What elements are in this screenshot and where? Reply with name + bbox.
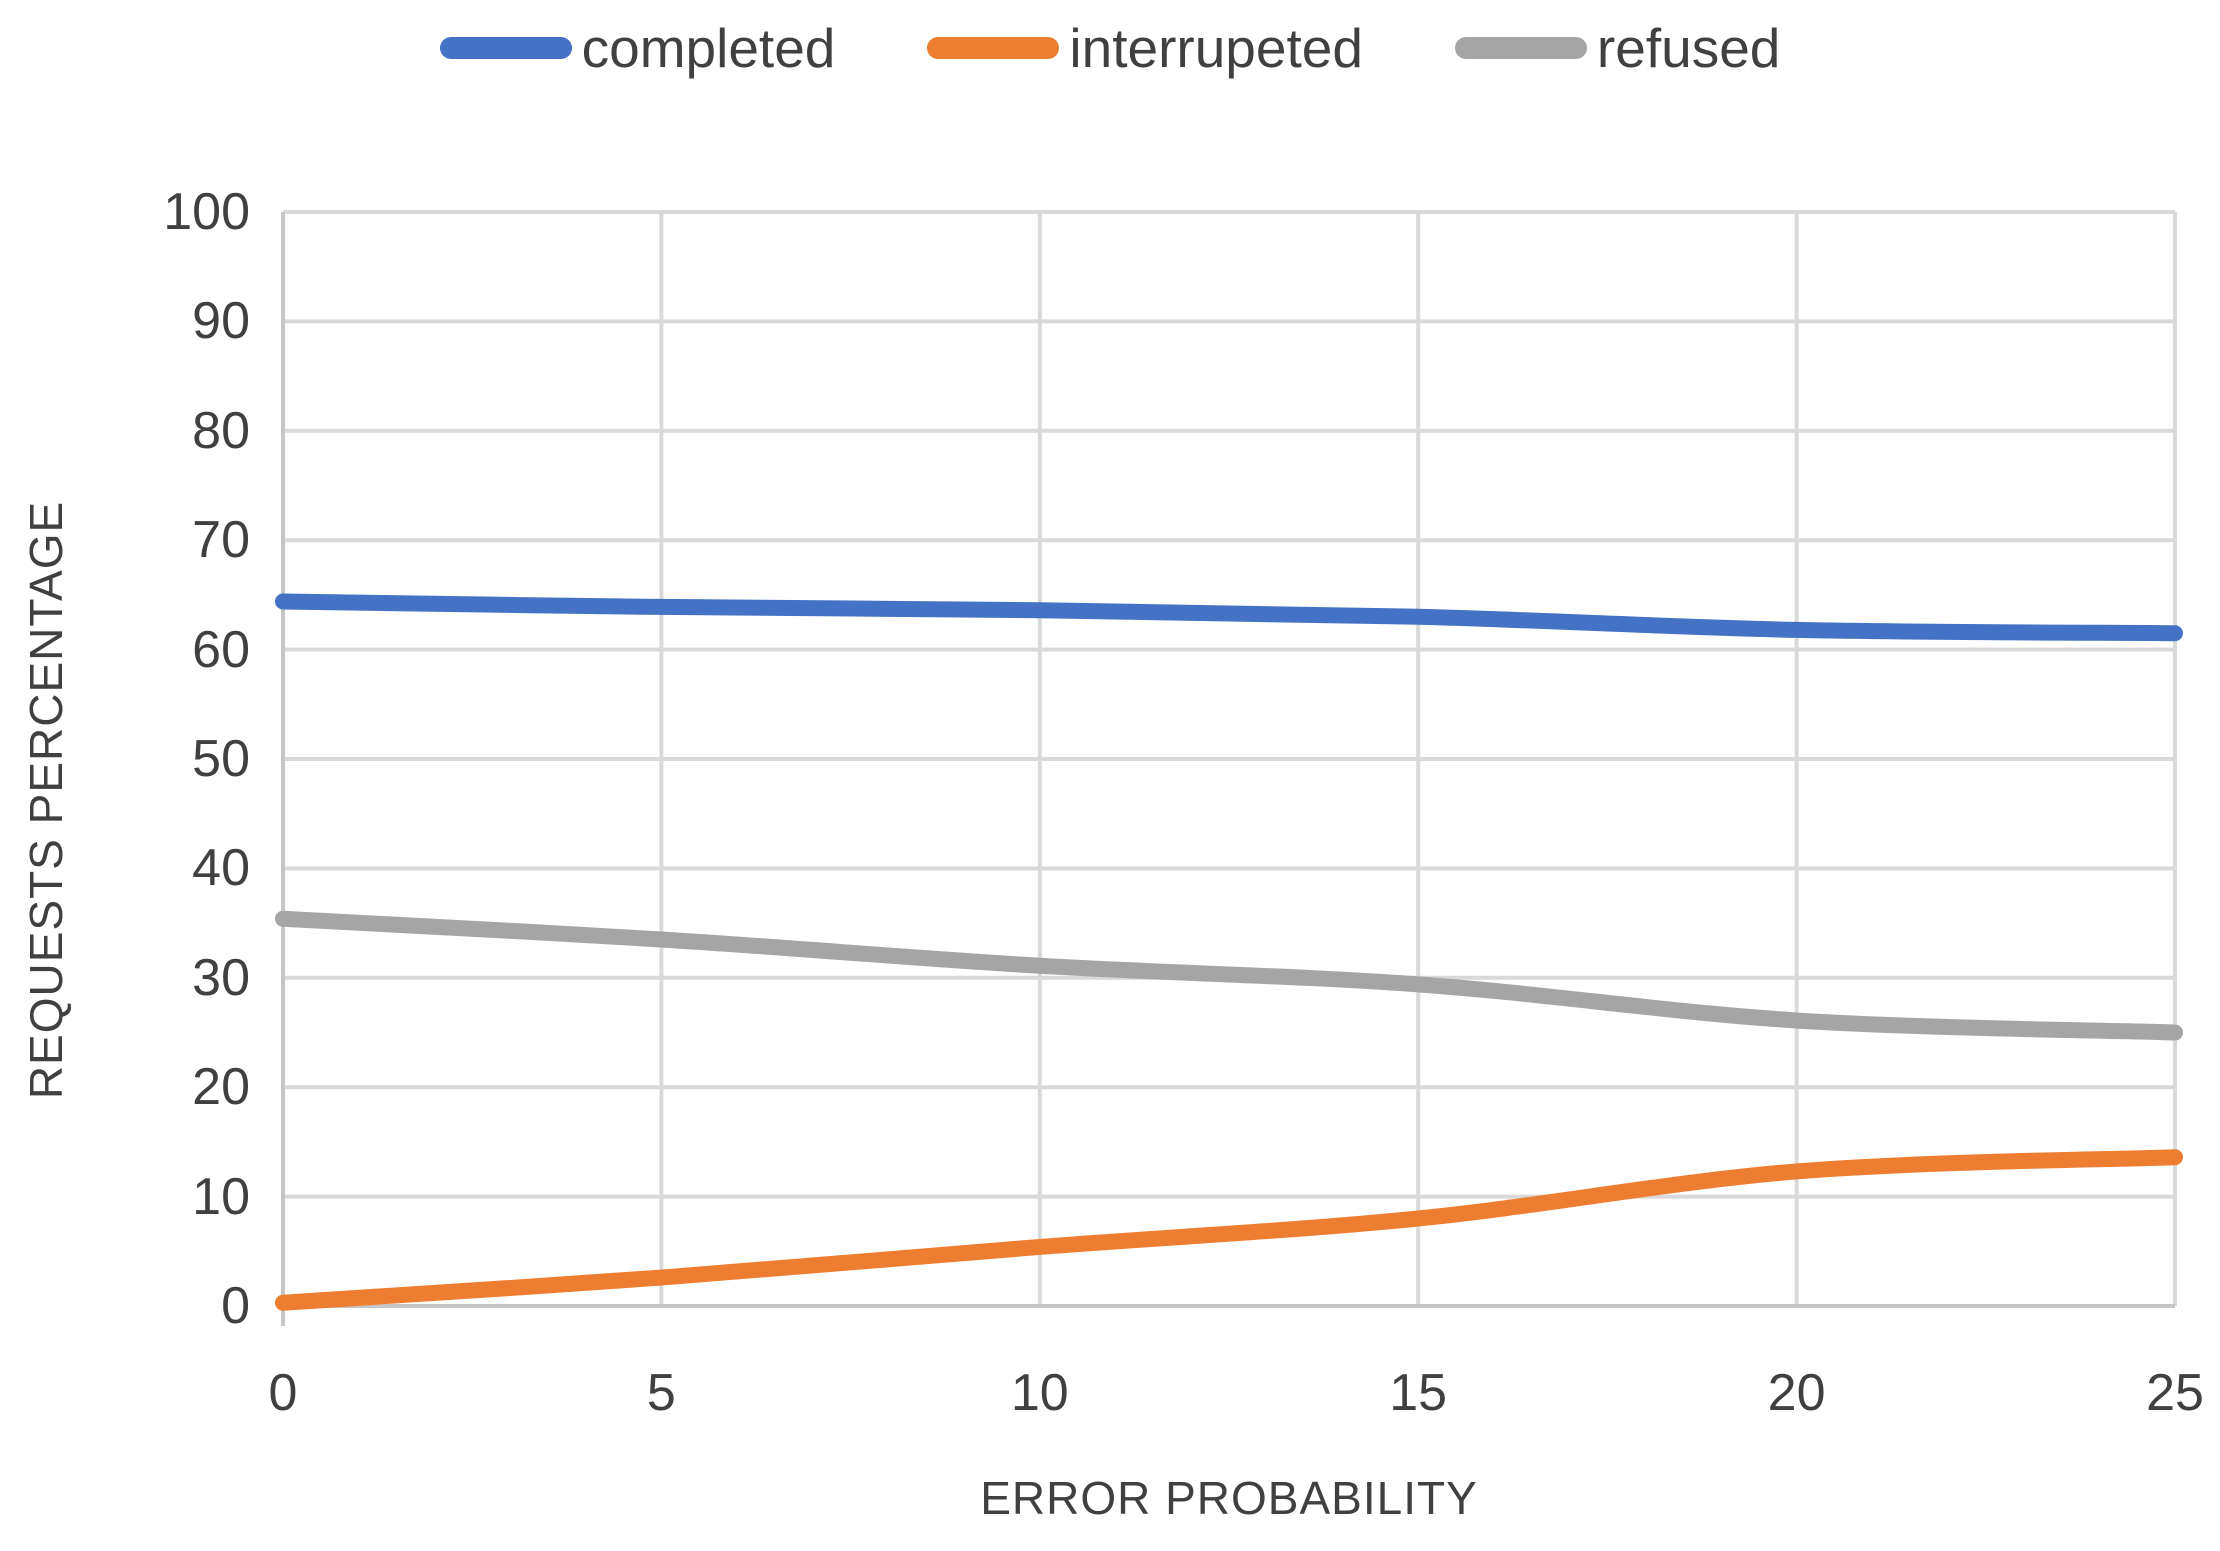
x-tick-label: 10 (1010, 1364, 1069, 1422)
y-axis-title: REQUESTS PERCENTAGE (20, 500, 72, 1100)
y-tick-label: 90 (192, 292, 250, 351)
chart-legend: completed interrupeted refused (0, 18, 2220, 79)
legend-marker-interrupeted (927, 37, 1060, 60)
y-tick-label: 60 (192, 620, 250, 679)
y-tick-label: 0 (221, 1277, 250, 1335)
series-line-refused (275, 910, 2183, 1041)
x-axis-title: ERROR PROBABILITY (980, 1472, 1478, 1524)
legend-label: interrupeted (1069, 17, 1363, 79)
legend-label: refused (1596, 17, 1781, 79)
legend-label: completed (581, 17, 836, 79)
x-tick-label: 5 (646, 1364, 676, 1422)
y-tick-label: 70 (192, 511, 250, 570)
x-tick-label: 20 (1767, 1364, 1826, 1422)
series-line-interrupeted (275, 1149, 2183, 1311)
y-tick-label: 20 (192, 1058, 250, 1117)
y-tick-label: 80 (192, 401, 250, 460)
y-tick-label: 10 (192, 1167, 250, 1226)
y-tick-label: 100 (163, 183, 250, 241)
series-line-completed (275, 593, 2183, 642)
legend-marker-completed (439, 37, 572, 60)
y-tick-label: 40 (192, 839, 250, 898)
x-tick-label: 15 (1389, 1364, 1448, 1422)
y-tick-label: 30 (192, 948, 250, 1007)
legend-item-completed: completed (439, 17, 836, 79)
legend-item-interrupeted: interrupeted (927, 18, 1363, 79)
y-tick-label: 50 (192, 730, 250, 788)
legend-marker-refused (1454, 37, 1587, 60)
x-tick-label: 25 (2146, 1364, 2204, 1422)
x-tick-label: 0 (268, 1364, 298, 1422)
legend-item-refused: refused (1454, 17, 1781, 79)
